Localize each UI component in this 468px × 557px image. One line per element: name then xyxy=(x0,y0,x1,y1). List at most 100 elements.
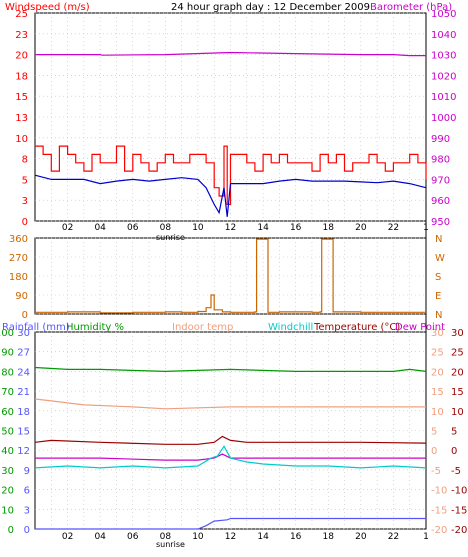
temp-right1-tick: 15 xyxy=(431,387,444,398)
dewpoint-label: Dew Point xyxy=(395,322,445,333)
temp-right2-tick: -15 xyxy=(451,505,467,516)
windchill-label: Windchill xyxy=(268,322,313,333)
rainfall-tick: 0 xyxy=(24,525,30,536)
wind-x-tick: 20 xyxy=(355,223,367,233)
temp-x-tick: 08 xyxy=(160,532,172,542)
windspeed-tick: 5 xyxy=(22,175,28,186)
humidity-tick: 100 xyxy=(0,328,14,339)
temp-right1-tick: 10 xyxy=(431,407,444,418)
barometer-line xyxy=(35,51,426,57)
rainfall-label: Rainfall (mm) xyxy=(2,322,70,333)
temp-right2-tick: 10 xyxy=(451,407,464,418)
indoor-temp-line xyxy=(34,398,426,410)
temp-right2-tick: -5 xyxy=(451,466,461,477)
dew-point-line xyxy=(35,453,426,461)
temp-right1-tick: 5 xyxy=(431,427,437,438)
temp-x-tick: 02 xyxy=(62,532,73,542)
humidity-tick: 70 xyxy=(1,387,14,398)
direction-compass-tick: E xyxy=(435,291,441,302)
rainfall-tick: 30 xyxy=(17,328,30,339)
rainfall-tick: 6 xyxy=(24,486,30,497)
temp-right2-tick: 30 xyxy=(451,328,464,339)
wind-x-tick: 16 xyxy=(290,223,302,233)
temp-right1-tick: -15 xyxy=(431,505,447,516)
windspeed-tick: 20 xyxy=(15,51,28,62)
humidity-tick: 20 xyxy=(1,486,14,497)
temperature-label: Temperature (°C) xyxy=(313,322,400,333)
wind-x-tick: 04 xyxy=(94,223,106,233)
wind-x-tick: 22 xyxy=(388,223,399,233)
barometer-tick: 960 xyxy=(431,196,450,207)
rainfall-tick: 21 xyxy=(17,387,30,398)
rainfall-tick: 15 xyxy=(17,427,30,438)
direction-line xyxy=(35,238,426,314)
direction-deg-tick: 180 xyxy=(9,272,28,283)
wind-x-tick: 02 xyxy=(62,223,73,233)
rainfall-tick: 9 xyxy=(24,466,30,477)
temp-right2-tick: -10 xyxy=(451,486,467,497)
temp-x-tick: 10 xyxy=(192,532,204,542)
sunrise-label-top: sunrise xyxy=(156,233,185,242)
gust-line xyxy=(35,145,427,205)
temperature-line xyxy=(34,435,427,445)
temp-right1-tick: 30 xyxy=(431,328,444,339)
barometer-tick: 1010 xyxy=(431,92,456,103)
wind-x-tick: 08 xyxy=(160,223,172,233)
windchill-line xyxy=(34,445,427,469)
windspeed-tick: 13 xyxy=(15,113,28,124)
temp-x-tick: 06 xyxy=(127,532,139,542)
windspeed-tick: 3 xyxy=(22,196,28,207)
wind-x-tick: 14 xyxy=(257,223,269,233)
rainfall-tick: 12 xyxy=(17,446,30,457)
temp-x-tick: 20 xyxy=(355,532,367,542)
temp-x-tick: 12 xyxy=(225,532,236,542)
axes-group: 2523201815131085301050104010301020101010… xyxy=(0,9,467,542)
temp-right1-tick: 25 xyxy=(431,348,444,359)
temp-x-tick: 16 xyxy=(290,532,302,542)
barometer-tick: 1000 xyxy=(431,113,456,124)
barometer-tick: 950 xyxy=(431,217,450,228)
average-wind-line xyxy=(34,174,427,217)
barometer-tick: 970 xyxy=(431,175,450,186)
temp-right1-tick: -10 xyxy=(431,486,447,497)
chart-title: 24 hour graph day : 12 December 2009 xyxy=(171,2,370,13)
temp-right2-tick: -20 xyxy=(451,525,467,536)
barometer-tick: 1030 xyxy=(431,51,456,62)
windspeed-tick: 18 xyxy=(15,71,28,82)
temp-right2-tick: 5 xyxy=(451,427,457,438)
temp-right1-tick: -20 xyxy=(431,525,447,536)
humidity-tick: 0 xyxy=(8,525,14,536)
barometer-tick: 1020 xyxy=(431,71,456,82)
temp-x-tick: 22 xyxy=(388,532,399,542)
temp-right2-tick: 15 xyxy=(451,387,464,398)
indoor-temp-label: Indoor temp xyxy=(172,322,233,333)
direction-deg-tick: 360 xyxy=(9,234,28,245)
wind-x-tick: 10 xyxy=(192,223,204,233)
humidity-tick: 80 xyxy=(1,367,14,378)
rainfall-tick: 27 xyxy=(17,348,30,359)
wind-x-tick: 12 xyxy=(225,223,236,233)
direction-compass-tick: S xyxy=(435,272,441,283)
humidity-line xyxy=(34,366,427,373)
windspeed-tick: 15 xyxy=(15,92,28,103)
temp-right2-tick: 20 xyxy=(451,367,464,378)
direction-compass-tick: N xyxy=(435,310,442,321)
barometer-tick: 1040 xyxy=(431,30,456,41)
temp-right2-tick: 0 xyxy=(451,446,457,457)
windspeed-tick: 23 xyxy=(15,30,28,41)
rainfall-tick: 3 xyxy=(24,505,30,516)
direction-deg-tick: 0 xyxy=(22,310,28,321)
humidity-tick: 90 xyxy=(1,348,14,359)
temp-right1-tick: 0 xyxy=(431,446,437,457)
temp-right2-tick: 25 xyxy=(451,348,464,359)
direction-deg-tick: 90 xyxy=(15,291,28,302)
humidity-tick: 60 xyxy=(1,407,14,418)
temp-x-tick: 14 xyxy=(257,532,269,542)
temp-x-tick: 1 xyxy=(423,532,429,542)
windspeed-tick: 8 xyxy=(22,155,28,166)
wind-x-tick: 1 xyxy=(423,223,429,233)
temp-x-tick: 18 xyxy=(323,532,335,542)
rainfall-tick: 24 xyxy=(17,367,30,378)
windspeed-tick: 0 xyxy=(22,217,28,228)
humidity-tick: 30 xyxy=(1,466,14,477)
